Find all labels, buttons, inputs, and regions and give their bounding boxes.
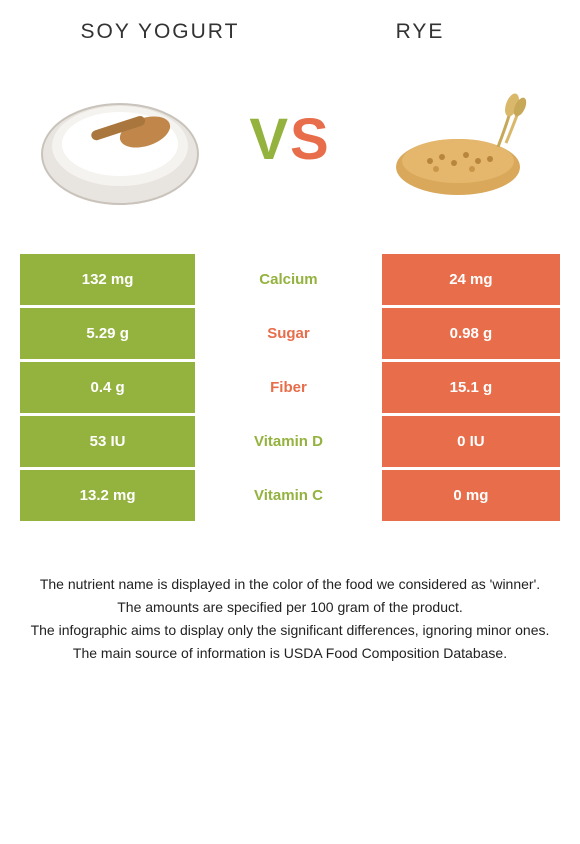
left-value-cell: 0.4 g <box>20 362 198 416</box>
footer-line-3: The infographic aims to display only the… <box>30 620 550 641</box>
footer-line-4: The main source of information is USDA F… <box>30 643 550 664</box>
vs-s-letter: S <box>290 107 331 172</box>
right-value-cell: 15.1 g <box>382 362 560 416</box>
nutrient-label-cell: Fiber <box>198 362 382 416</box>
table-row: 13.2 mgVitamin C0 mg <box>20 470 560 524</box>
footer-notes: The nutrient name is displayed in the co… <box>20 574 560 664</box>
left-food-title: SOY YOGURT <box>30 20 290 44</box>
table-row: 5.29 gSugar0.98 g <box>20 308 560 362</box>
left-value-cell: 5.29 g <box>20 308 198 362</box>
right-food-image <box>370 64 550 214</box>
nutrient-label-cell: Vitamin D <box>198 416 382 470</box>
right-value-cell: 0.98 g <box>382 308 560 362</box>
right-food-title: RYE <box>290 20 550 44</box>
images-row: VS <box>20 64 560 214</box>
footer-line-2: The amounts are specified per 100 gram o… <box>30 597 550 618</box>
comparison-table: 132 mgCalcium24 mg5.29 gSugar0.98 g0.4 g… <box>20 254 560 524</box>
vs-v-letter: V <box>249 107 290 172</box>
right-value-cell: 0 mg <box>382 470 560 524</box>
table-row: 53 IUVitamin D0 IU <box>20 416 560 470</box>
left-food-image <box>30 64 210 214</box>
nutrient-label-cell: Sugar <box>198 308 382 362</box>
left-value-cell: 132 mg <box>20 254 198 308</box>
table-row: 0.4 gFiber15.1 g <box>20 362 560 416</box>
table-row: 132 mgCalcium24 mg <box>20 254 560 308</box>
vs-label: VS <box>210 106 370 173</box>
header: SOY YOGURT RYE <box>20 20 560 44</box>
nutrient-label-cell: Calcium <box>198 254 382 308</box>
header-right: RYE <box>290 20 550 44</box>
right-value-cell: 0 IU <box>382 416 560 470</box>
right-value-cell: 24 mg <box>382 254 560 308</box>
header-left: SOY YOGURT <box>30 20 290 44</box>
footer-line-1: The nutrient name is displayed in the co… <box>30 574 550 595</box>
left-value-cell: 13.2 mg <box>20 470 198 524</box>
nutrient-label-cell: Vitamin C <box>198 470 382 524</box>
left-value-cell: 53 IU <box>20 416 198 470</box>
